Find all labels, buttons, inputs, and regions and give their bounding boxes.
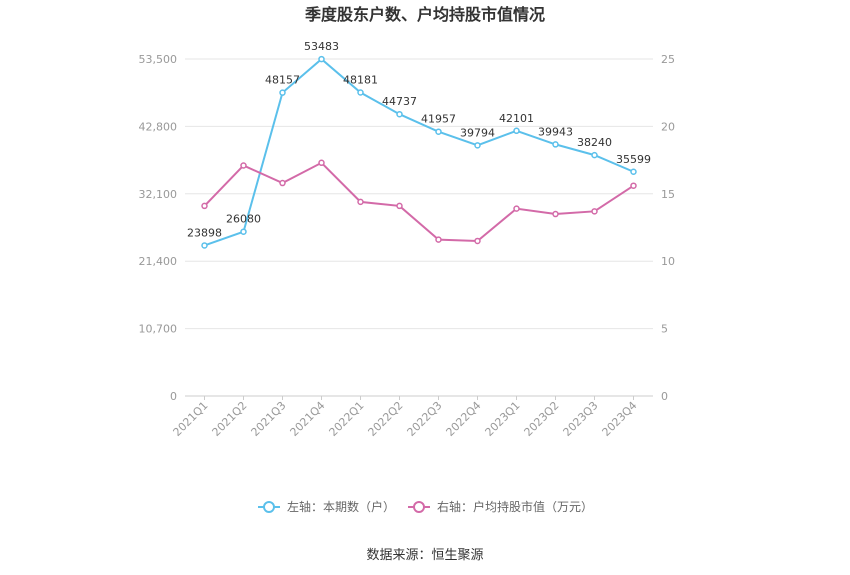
data-label: 53483 <box>304 40 339 53</box>
x-tick-label: 2021Q4 <box>288 399 328 439</box>
data-point[interactable] <box>513 205 520 212</box>
data-point[interactable] <box>201 242 208 249</box>
series-line-0 <box>204 57 634 247</box>
chart-title: 季度股东户数、户均持股市值情况 <box>304 5 545 24</box>
data-point[interactable] <box>435 128 442 135</box>
left-tick-label: 10,700 <box>139 323 178 336</box>
left-tick-label: 32,100 <box>139 188 178 201</box>
legend-item-1[interactable]: 右轴：户均持股市值（万元） <box>408 499 593 514</box>
right-tick-label: 0 <box>661 390 668 403</box>
data-label: 41957 <box>421 113 456 126</box>
right-axis: 0 5 10 15 20 25 <box>661 53 675 403</box>
data-point[interactable] <box>630 182 637 189</box>
data-point[interactable] <box>279 179 286 187</box>
series-line-1 <box>203 161 635 242</box>
data-label: 42101 <box>499 112 534 125</box>
data-point[interactable] <box>240 228 247 235</box>
x-tick-label: 2022Q1 <box>327 399 367 439</box>
left-tick-label: 0 <box>170 390 177 403</box>
legend-marker <box>263 501 275 513</box>
data-label: 26080 <box>226 213 261 226</box>
data-label: 39794 <box>460 126 495 139</box>
data-point[interactable] <box>435 236 442 243</box>
data-point[interactable] <box>474 237 481 245</box>
data-point[interactable] <box>396 110 403 118</box>
left-tick-label: 21,400 <box>139 255 178 268</box>
right-tick-label: 15 <box>661 188 675 201</box>
legend-label: 左轴：本期数（户） <box>287 499 395 514</box>
data-label: 39943 <box>538 125 573 138</box>
data-point[interactable] <box>279 89 286 96</box>
left-tick-label: 42,800 <box>139 120 178 133</box>
left-axis: 0 10,700 21,400 32,100 42,800 53,500 <box>139 53 178 403</box>
data-label: 48157 <box>265 74 300 87</box>
data-label: 48181 <box>343 74 378 87</box>
data-point[interactable] <box>357 198 364 206</box>
data-point[interactable] <box>591 208 598 215</box>
x-tick-label: 2023Q3 <box>561 399 601 439</box>
legend-marker <box>413 501 425 513</box>
x-tick-label: 2022Q3 <box>405 399 445 439</box>
source-note: 数据来源：恒生聚源 <box>366 548 483 563</box>
data-point[interactable] <box>396 202 403 210</box>
data-point[interactable] <box>513 127 520 135</box>
data-point[interactable] <box>630 168 637 176</box>
gridlines <box>185 58 653 397</box>
data-label: 38240 <box>577 136 612 149</box>
x-tick-label: 2023Q4 <box>600 399 640 439</box>
data-point[interactable] <box>552 141 559 148</box>
legend-label: 右轴：户均持股市值（万元） <box>437 499 593 514</box>
x-tick-label: 2022Q4 <box>444 399 484 439</box>
data-point[interactable] <box>591 151 598 159</box>
right-tick-label: 20 <box>661 120 675 133</box>
data-point[interactable] <box>357 89 364 96</box>
right-tick-label: 25 <box>661 53 675 66</box>
x-tick-label: 2023Q2 <box>522 399 562 439</box>
data-label: 44737 <box>382 95 417 108</box>
data-label: 35599 <box>616 153 651 166</box>
right-tick-label: 10 <box>661 255 675 268</box>
data-label: 23898 <box>187 226 222 239</box>
data-point[interactable] <box>552 210 559 218</box>
data-point[interactable] <box>240 162 247 169</box>
x-tick-label: 2023Q1 <box>483 399 523 439</box>
x-tick-label: 2021Q1 <box>171 399 211 439</box>
series-layer: 23898 26080 48157 53483 48181 44737 41957 39794… <box>187 40 651 249</box>
data-point[interactable] <box>318 159 325 167</box>
data-point[interactable] <box>318 55 325 63</box>
x-axis: 2021Q12021Q22021Q32021Q42022Q12022Q22022… <box>171 396 640 439</box>
x-tick-label: 2021Q3 <box>249 399 289 439</box>
x-tick-label: 2021Q2 <box>210 399 250 439</box>
left-tick-label: 53,500 <box>139 53 178 66</box>
data-point[interactable] <box>201 202 208 210</box>
legend[interactable]: 左轴：本期数（户） 右轴：户均持股市值（万元） <box>258 499 593 514</box>
legend-item-0[interactable]: 左轴：本期数（户） <box>258 499 395 514</box>
x-tick-label: 2022Q2 <box>366 399 406 439</box>
data-point[interactable] <box>474 142 481 149</box>
right-tick-label: 5 <box>661 323 668 336</box>
